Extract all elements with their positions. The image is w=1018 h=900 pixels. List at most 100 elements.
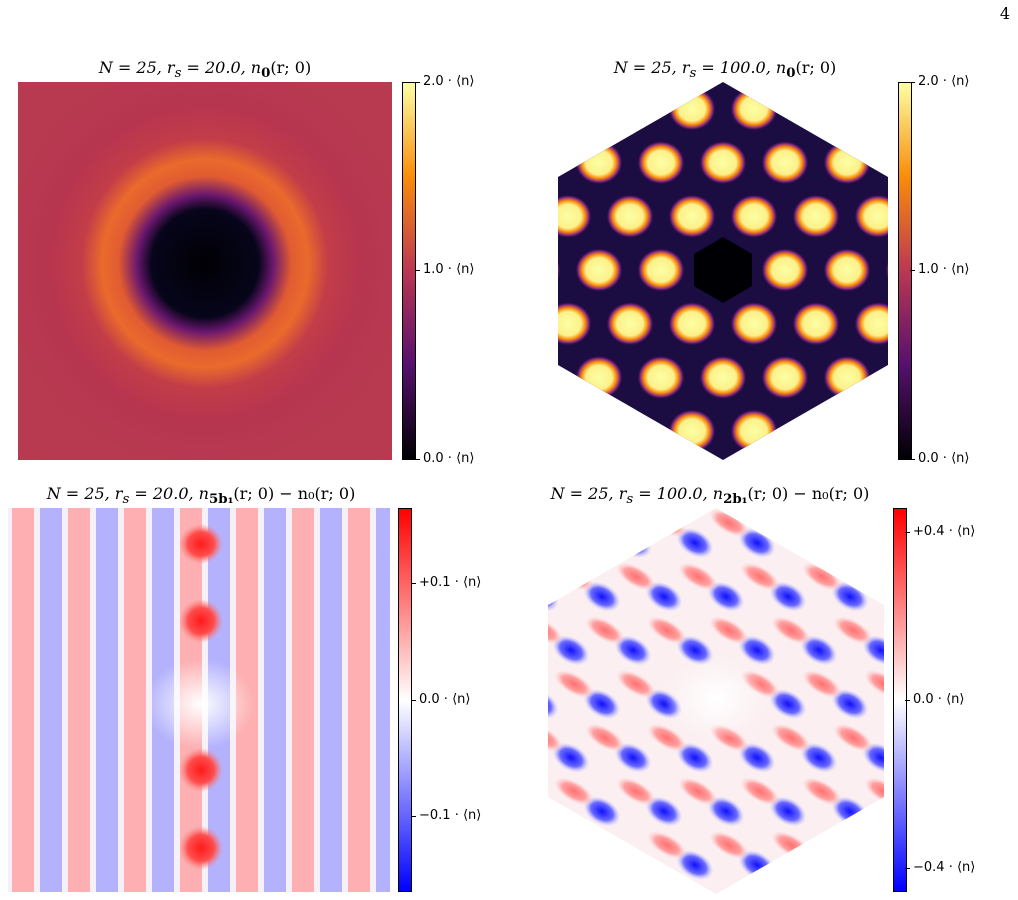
density-peak <box>668 301 716 346</box>
red-spot-1 <box>179 524 223 564</box>
positive-lobe <box>740 562 780 591</box>
negative-lobe <box>800 850 838 881</box>
positive-lobe <box>647 723 687 752</box>
negative-lobe <box>738 742 776 773</box>
positive-lobe <box>771 616 811 645</box>
density-peak <box>558 301 592 346</box>
red-spot-3 <box>179 748 223 792</box>
density-peak <box>761 248 809 292</box>
positive-lobe <box>548 508 563 537</box>
red-stripe <box>68 508 90 892</box>
positive-lobe <box>709 508 749 537</box>
positive-lobe <box>833 831 873 860</box>
density-peak <box>637 248 685 292</box>
density-peak <box>792 301 840 346</box>
central-hole <box>694 237 752 303</box>
density-peak <box>792 86 840 131</box>
density-peak <box>606 86 654 131</box>
density-peak <box>792 194 840 239</box>
positive-lobe <box>771 508 811 537</box>
negative-lobe <box>548 688 559 720</box>
density-peak <box>558 409 592 454</box>
negative-lobe <box>583 796 621 827</box>
panel-2-title: N = 25, rs = 100.0, n0(r; 0) <box>613 58 837 82</box>
density-peak <box>761 355 809 400</box>
blue-stripe <box>320 508 342 892</box>
density-peak <box>730 301 778 346</box>
negative-lobe <box>614 635 652 666</box>
negative-lobe <box>676 742 714 773</box>
density-map-panel-2 <box>558 82 888 460</box>
negative-lobe <box>552 850 590 881</box>
red-stripe <box>348 508 370 892</box>
colorbar-3-tick-top: +0.1 · ⟨n⟩ <box>410 575 482 590</box>
negative-lobe <box>831 688 869 720</box>
negative-lobe <box>676 527 714 558</box>
red-stripe <box>292 508 314 892</box>
positive-lobe <box>802 884 842 894</box>
density-peak <box>730 409 778 454</box>
positive-lobe <box>740 884 780 894</box>
negative-lobe <box>640 508 688 510</box>
density-peak <box>854 409 888 454</box>
positive-lobe <box>548 831 563 860</box>
density-peak <box>699 355 747 400</box>
panel-1-title: N = 25, rs = 20.0, n0(r; 0) <box>98 58 312 82</box>
density-difference-panel-3 <box>8 508 390 892</box>
density-peak <box>730 194 778 239</box>
red-stripe <box>124 508 146 892</box>
positive-lobe <box>802 670 842 698</box>
negative-lobe <box>862 850 884 881</box>
positive-lobe <box>585 723 625 752</box>
positive-lobe <box>864 670 884 698</box>
blue-stripe <box>96 508 118 892</box>
colorbar-1-tick-bottom: 0.0 · ⟨n⟩ <box>414 451 475 466</box>
colorbar-3-tick-mid: 0.0 · ⟨n⟩ <box>410 692 471 707</box>
negative-lobe <box>738 635 776 666</box>
positive-lobe <box>616 670 656 698</box>
density-peak <box>699 140 747 185</box>
negative-lobe <box>645 796 683 827</box>
negative-lobe <box>583 581 621 612</box>
central-white-region <box>145 659 255 749</box>
negative-lobe <box>676 850 714 881</box>
positive-lobe <box>833 508 873 537</box>
positive-lobe <box>647 616 687 645</box>
negative-lobe <box>769 796 807 827</box>
negative-lobe <box>552 742 590 773</box>
negative-lobe <box>800 742 838 773</box>
page-number: 4 <box>999 4 1010 23</box>
red-stripe <box>12 508 34 892</box>
positive-lobe <box>864 777 884 806</box>
density-field <box>18 82 392 460</box>
negative-lobe <box>769 688 807 720</box>
positive-lobe <box>548 723 563 752</box>
density-peak <box>792 409 840 454</box>
density-difference-panel-4 <box>548 508 884 894</box>
density-peak <box>558 194 592 239</box>
positive-lobe <box>678 562 718 591</box>
negative-lobe <box>826 508 874 510</box>
positive-lobe <box>554 777 594 806</box>
density-peak <box>668 86 716 131</box>
density-peak <box>761 140 809 185</box>
density-peak <box>668 409 716 454</box>
colorbar-2-tick-top: 2.0 · ⟨n⟩ <box>909 74 970 89</box>
negative-lobe <box>862 742 884 773</box>
negative-lobe <box>707 796 745 827</box>
positive-lobe <box>740 777 780 806</box>
density-peak <box>606 409 654 454</box>
density-peak <box>823 140 871 185</box>
blue-stripe <box>40 508 62 892</box>
positive-lobe <box>833 723 873 752</box>
negative-lobe <box>645 581 683 612</box>
density-peak <box>854 194 888 239</box>
density-peak <box>575 248 623 292</box>
positive-lobe <box>771 723 811 752</box>
positive-lobe <box>647 831 687 860</box>
colorbar-4-tick-bottom: −0.4 · ⟨n⟩ <box>904 860 976 875</box>
density-peak <box>558 86 592 131</box>
negative-lobe <box>552 635 590 666</box>
density-peak <box>637 355 685 400</box>
density-peak <box>575 140 623 185</box>
